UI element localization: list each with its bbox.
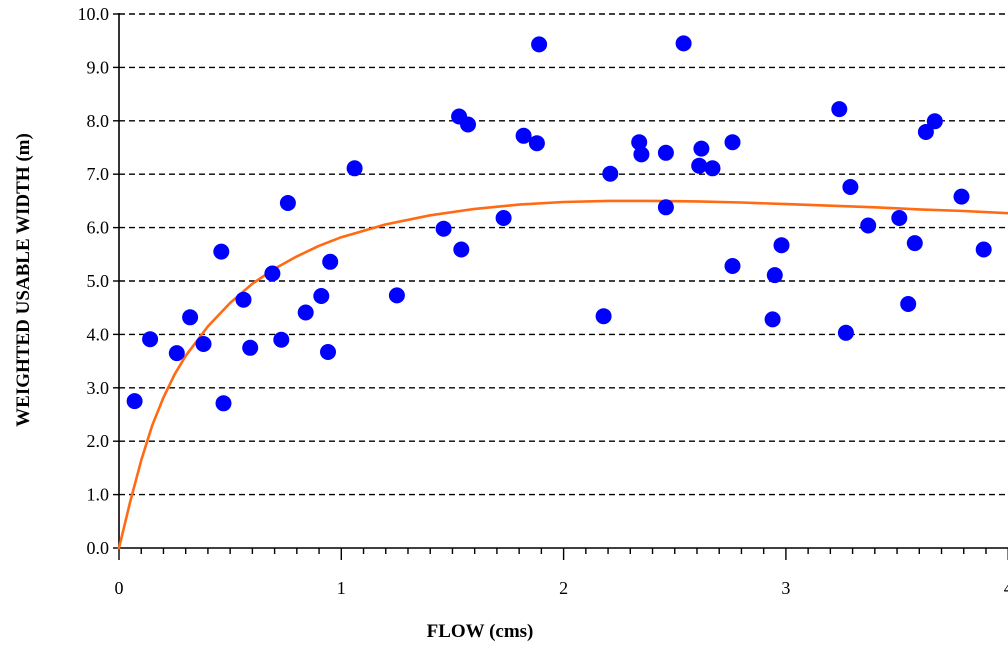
data-point-0 xyxy=(126,393,143,410)
data-point-31 xyxy=(657,144,674,161)
y-tick-label-6: 6.0 xyxy=(87,218,110,238)
data-point-44 xyxy=(860,217,877,234)
data-point-38 xyxy=(764,311,781,328)
data-point-46 xyxy=(900,296,917,312)
y-tick-label-0: 0.0 xyxy=(87,538,110,558)
fit-curve-layer xyxy=(117,199,1008,550)
x-tick-label-4: 4 xyxy=(1004,578,1008,598)
data-point-10 xyxy=(273,331,290,348)
data-point-7 xyxy=(235,291,252,308)
x-tick-label-1: 1 xyxy=(337,578,346,598)
data-point-17 xyxy=(388,287,405,304)
data-point-45 xyxy=(891,210,908,226)
y-tick-label-3: 3.0 xyxy=(87,378,110,398)
y-tick-label-7: 7.0 xyxy=(87,164,110,184)
data-point-20 xyxy=(453,241,470,258)
data-point-47 xyxy=(906,235,923,252)
x-tick-label-2: 2 xyxy=(559,578,568,598)
data-point-13 xyxy=(313,288,330,304)
y-tick-label-2: 2.0 xyxy=(87,431,110,451)
y-axis-ticks: 0.0 1.0 2.0 3.0 4.0 5.0 6.0 7.0 8.0 9.0 10.0 xyxy=(78,4,119,558)
x-axis-ticks: 0 1 2 3 4 xyxy=(115,548,1008,598)
data-point-30 xyxy=(657,199,674,216)
data-point-1 xyxy=(142,331,159,348)
y-tick-label-9: 9.0 xyxy=(87,57,110,77)
data-point-22 xyxy=(495,210,512,226)
data-point-43 xyxy=(842,179,859,195)
data-point-8 xyxy=(242,339,259,356)
data-point-23 xyxy=(515,127,532,144)
data-point-39 xyxy=(766,267,783,284)
y-tick-label-8: 8.0 xyxy=(87,111,110,131)
y-axis-title: WEIGHTED USABLE WIDTH (m) xyxy=(13,133,34,427)
data-point-40 xyxy=(773,237,790,254)
data-point-18 xyxy=(435,220,452,237)
data-point-42 xyxy=(837,324,854,341)
x-tick-label-0: 0 xyxy=(115,578,124,598)
data-point-27 xyxy=(602,165,619,182)
gridlines xyxy=(119,13,1008,496)
y-tick-label-4: 4.0 xyxy=(87,324,110,344)
data-point-34 xyxy=(693,140,710,157)
data-point-49 xyxy=(926,113,943,130)
data-point-12 xyxy=(297,304,314,321)
fit-curve xyxy=(117,199,1008,550)
data-point-24 xyxy=(528,135,545,152)
data-point-51 xyxy=(975,241,992,258)
x-axis-title: FLOW (cms) xyxy=(427,621,534,642)
data-point-28 xyxy=(631,134,648,151)
data-point-35 xyxy=(704,160,721,177)
data-point-3 xyxy=(182,309,199,326)
data-point-2 xyxy=(168,345,185,362)
data-point-11 xyxy=(279,195,296,211)
data-points xyxy=(126,35,992,412)
data-point-6 xyxy=(215,395,232,412)
data-point-15 xyxy=(322,253,339,270)
data-point-14 xyxy=(320,344,336,360)
data-point-26 xyxy=(595,308,612,325)
data-point-16 xyxy=(346,160,363,177)
data-point-29 xyxy=(633,146,650,163)
data-point-33 xyxy=(691,157,708,174)
data-point-25 xyxy=(531,36,548,53)
y-tick-label-5: 5.0 xyxy=(87,271,110,291)
data-point-48 xyxy=(917,124,934,140)
x-tick-label-3: 3 xyxy=(781,578,790,598)
y-tick-label-10: 10.0 xyxy=(78,4,110,24)
data-point-4 xyxy=(195,336,212,352)
data-point-50 xyxy=(953,188,970,205)
data-point-36 xyxy=(724,258,741,274)
data-point-37 xyxy=(724,134,741,151)
data-point-32 xyxy=(675,35,692,52)
data-point-9 xyxy=(264,265,281,282)
data-point-41 xyxy=(831,101,848,118)
data-point-5 xyxy=(213,243,230,260)
data-point-21 xyxy=(460,116,476,133)
y-tick-label-1: 1.0 xyxy=(87,485,110,505)
